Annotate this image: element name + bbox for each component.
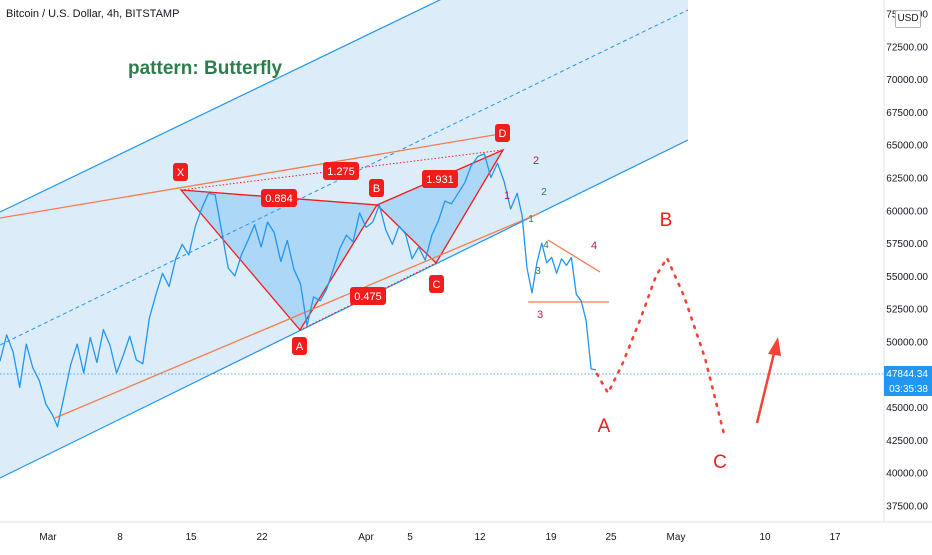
- orange-upper-trendline: [0, 133, 501, 219]
- wave-label-maroon-3: 3: [537, 309, 543, 321]
- countdown-badge: 03:35:38: [884, 381, 932, 396]
- x-tick-labels: Mar 8 15 22 Apr 5 12 19 25 May 10 17: [39, 532, 841, 543]
- last-price-text: 47844.34: [886, 369, 928, 380]
- projection-label-b: B: [660, 210, 673, 231]
- x-tick-label: May: [667, 532, 686, 543]
- projection-path: [595, 255, 727, 440]
- wave-label-maroon-4: 4: [591, 240, 597, 252]
- y-tick-label: 37500.00: [886, 501, 928, 512]
- price-axis-panel[interactable]: [884, 0, 932, 522]
- x-tick-label: 12: [474, 532, 486, 543]
- label-c: C: [429, 275, 444, 293]
- countdown-text: 03:35:38: [889, 384, 928, 395]
- y-tick-label: 72500.00: [886, 42, 928, 53]
- x-tick-label: 5: [407, 532, 413, 543]
- time-axis-panel[interactable]: [0, 522, 932, 550]
- x-tick-label: 15: [185, 532, 197, 543]
- symbol-title: Bitcoin / U.S. Dollar, 4h, BITSTAMP: [6, 8, 180, 20]
- x-tick-label: Mar: [39, 532, 57, 543]
- x-tick-label: 22: [256, 532, 268, 543]
- y-tick-label: 45000.00: [886, 403, 928, 414]
- x-tick-label: 25: [605, 532, 617, 543]
- projection-label-a: A: [598, 416, 611, 437]
- price-line: [0, 153, 597, 428]
- y-tick-label: 67500.00: [886, 108, 928, 119]
- x-tick-label: 8: [117, 532, 123, 543]
- ratio-label-bd-text: 1.931: [426, 174, 454, 186]
- y-tick-label: 55000.00: [886, 272, 928, 283]
- channel-mid-line: [0, 9, 689, 346]
- wave-label-upper-2: 2: [533, 155, 539, 167]
- ratio-label-xb-text: 0.884: [265, 193, 293, 205]
- wave-label-green-1: 1: [528, 214, 534, 225]
- wave-label-lower-3-small: 3: [535, 266, 541, 277]
- y-tick-label: 50000.00: [886, 337, 928, 348]
- x-tick-label: Apr: [358, 532, 374, 543]
- ratio-label-xd-text: 1.275: [327, 166, 355, 178]
- orange-lower-trendline: [54, 212, 541, 419]
- y-tick-label: 52500.00: [886, 305, 928, 316]
- y-tick-label: 62500.00: [886, 174, 928, 185]
- y-tick-label: 40000.00: [886, 469, 928, 480]
- projection-arrow-shaft: [755, 344, 778, 424]
- label-b: B: [369, 179, 384, 197]
- label-a: A: [292, 337, 307, 355]
- currency-button[interactable]: USD: [895, 10, 921, 28]
- projection-label-c: C: [713, 452, 727, 473]
- label-x-text: X: [177, 167, 185, 179]
- wave-label-green-2: 2: [541, 187, 547, 198]
- y-tick-label: 65000.00: [886, 141, 928, 152]
- label-x: X: [173, 163, 188, 181]
- pattern-ac-line: [299, 262, 437, 331]
- y-tick-label: 57500.00: [886, 239, 928, 250]
- label-c-text: C: [433, 279, 441, 291]
- wave-label-lower-4: 4: [543, 240, 549, 251]
- ratio-label-ac-text: 0.475: [354, 291, 382, 303]
- channel-lower-line: [0, 139, 689, 479]
- channel-upper-line: [0, 0, 442, 213]
- last-price-badge: 47844.34: [884, 366, 932, 381]
- label-d-text: D: [499, 128, 507, 140]
- ratio-label-bd: 1.931: [422, 170, 458, 188]
- pattern-label: pattern: Butterfly: [128, 58, 283, 79]
- x-tick-label: 17: [829, 532, 841, 543]
- wave-label-upper-1: 1: [504, 190, 510, 202]
- label-a-text: A: [296, 341, 304, 353]
- label-b-text: B: [373, 183, 380, 195]
- y-tick-label: 60000.00: [886, 206, 928, 217]
- y-tick-label: 70000.00: [886, 75, 928, 86]
- orange-triangle-top: [547, 239, 601, 273]
- y-tick-label: 42500.00: [886, 436, 928, 447]
- ratio-label-xb: 0.884: [261, 189, 297, 207]
- x-tick-label: 10: [759, 532, 771, 543]
- ratio-label-xd: 1.275: [323, 162, 359, 180]
- projection-arrow-head: [768, 337, 781, 356]
- x-tick-label: 19: [545, 532, 557, 543]
- label-d: D: [495, 124, 510, 142]
- ratio-label-ac: 0.475: [350, 287, 386, 305]
